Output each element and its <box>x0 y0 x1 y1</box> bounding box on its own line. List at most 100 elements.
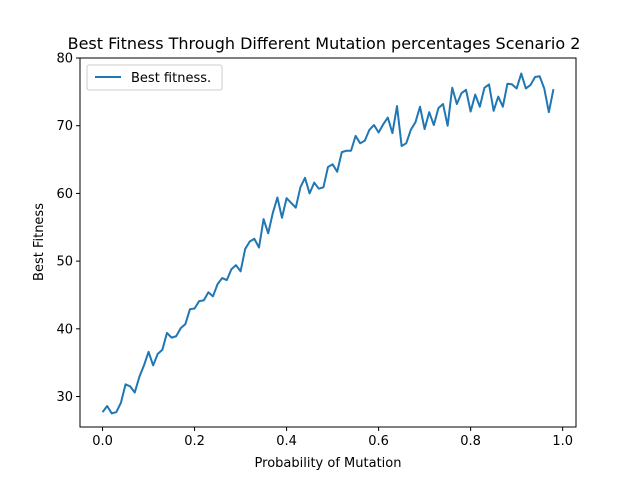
data-point <box>428 111 430 113</box>
data-point <box>451 87 453 89</box>
data-point <box>148 351 150 353</box>
data-point <box>152 364 154 366</box>
data-point <box>483 87 485 89</box>
data-point <box>240 270 242 272</box>
data-point <box>543 87 545 89</box>
data-point <box>263 218 265 220</box>
data-point <box>456 103 458 105</box>
data-point <box>433 124 435 126</box>
data-point <box>350 150 352 152</box>
data-point <box>391 132 393 134</box>
data-point <box>525 87 527 89</box>
data-point <box>506 83 508 85</box>
data-point <box>249 240 251 242</box>
y-tick-label: 30 <box>56 390 73 405</box>
data-point <box>143 364 145 366</box>
data-point <box>355 135 357 137</box>
data-point <box>184 323 186 325</box>
legend-box <box>86 64 223 91</box>
data-point <box>341 151 343 153</box>
data-point <box>203 299 205 301</box>
data-point <box>548 111 550 113</box>
data-point <box>235 264 237 266</box>
data-point <box>470 110 472 112</box>
data-point <box>442 103 444 105</box>
x-tick-label: 0.6 <box>368 434 389 449</box>
data-point <box>410 129 412 131</box>
x-tick-label: 0.2 <box>184 434 205 449</box>
data-point <box>157 353 159 355</box>
data-point <box>304 177 306 179</box>
data-point <box>318 188 320 190</box>
data-point <box>359 142 361 144</box>
data-point <box>552 88 554 90</box>
data-point <box>405 142 407 144</box>
y-tick-label: 50 <box>56 255 73 270</box>
data-point <box>299 186 301 188</box>
data-point <box>387 117 389 119</box>
data-point <box>290 202 292 204</box>
data-point <box>295 207 297 209</box>
data-point <box>217 283 219 285</box>
data-point <box>286 197 288 199</box>
data-point <box>115 411 117 413</box>
data-point <box>198 300 200 302</box>
data-point <box>138 376 140 378</box>
data-point <box>488 83 490 85</box>
data-point <box>230 268 232 270</box>
data-point <box>207 291 209 293</box>
y-axis-label: Best Fitness <box>32 203 47 281</box>
data-point <box>424 128 426 130</box>
data-point <box>529 84 531 86</box>
data-point <box>226 279 228 281</box>
data-point <box>125 383 127 385</box>
data-point <box>511 83 513 85</box>
plot-frame <box>79 57 577 428</box>
data-point <box>180 327 182 329</box>
data-point <box>327 166 329 168</box>
data-point <box>479 106 481 108</box>
data-point <box>313 182 315 184</box>
data-point <box>253 238 255 240</box>
data-point <box>129 385 131 387</box>
data-point <box>244 248 246 250</box>
data-point <box>497 96 499 98</box>
data-point <box>120 402 122 404</box>
data-point <box>322 186 324 188</box>
data-point <box>111 412 113 414</box>
data-point <box>465 89 467 91</box>
y-tick-label: 70 <box>56 119 73 134</box>
data-point <box>194 308 196 310</box>
legend: Best fitness. <box>86 64 223 91</box>
x-tick-label: 0.0 <box>92 434 113 449</box>
data-point <box>221 277 223 279</box>
data-point <box>539 75 541 77</box>
data-point <box>516 87 518 89</box>
data-point <box>102 411 104 413</box>
data-point <box>493 110 495 112</box>
data-point <box>345 150 347 152</box>
data-point <box>382 123 384 125</box>
x-tick-label: 0.8 <box>460 434 481 449</box>
x-tick-label: 1.0 <box>552 434 573 449</box>
data-point <box>189 308 191 310</box>
x-tick-label: 0.4 <box>276 434 297 449</box>
data-point <box>502 106 504 108</box>
data-point <box>368 129 370 131</box>
x-axis-label: Probability of Mutation <box>255 456 402 471</box>
legend-label: Best fitness. <box>131 71 211 86</box>
data-point <box>134 391 136 393</box>
data-point <box>419 106 421 108</box>
data-point <box>373 124 375 126</box>
chart-title: Best Fitness Through Different Mutation … <box>68 34 581 53</box>
data-point <box>106 405 108 407</box>
data-point <box>437 107 439 109</box>
data-point <box>276 196 278 198</box>
y-tick-label: 80 <box>56 52 73 67</box>
series-line-0 <box>101 72 555 415</box>
data-point <box>447 125 449 127</box>
data-point <box>378 131 380 133</box>
data-point <box>309 192 311 194</box>
data-point <box>212 295 214 297</box>
